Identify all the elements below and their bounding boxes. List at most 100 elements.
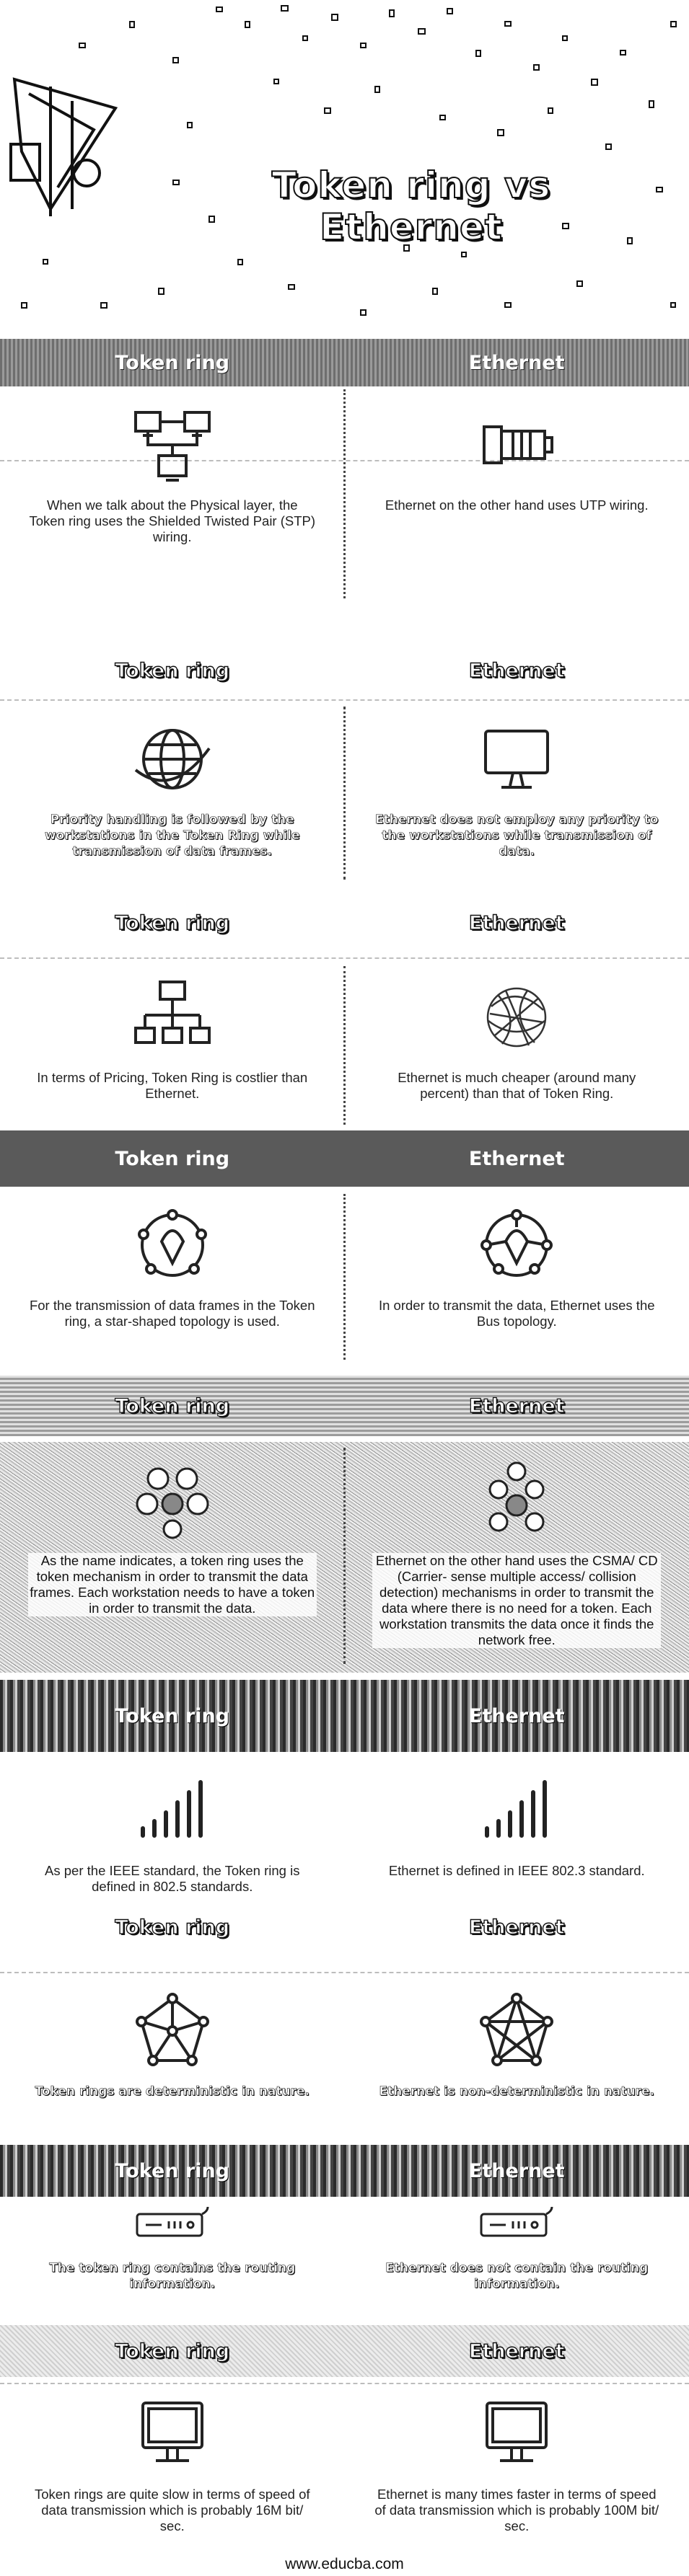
ethernet-column: Ethernet on the other hand uses the CSMA… <box>345 1442 689 1673</box>
token-ring-description: As the name indicates, a token ring uses… <box>27 1553 317 1616</box>
comparison-section-1: Token ring Ethernet When we talk about t… <box>0 339 689 656</box>
column-divider <box>343 389 346 598</box>
section-body: When we talk about the Physical layer, t… <box>0 386 689 603</box>
header-ethernet: Ethernet <box>468 1704 565 1727</box>
token-ring-column: Token rings are deterministic in nature. <box>0 1973 345 2138</box>
comparison-section-8: Token ring Ethernet The token ring conta… <box>0 2145 689 2325</box>
comparison-section-4: Token ring Ethernet For the transmission… <box>0 1130 689 1376</box>
section-body: The token ring contains the routing info… <box>0 2197 689 2312</box>
hierarchy-icon <box>133 978 212 1057</box>
comparison-section-6: Token ring Ethernet As per the IEEE stan… <box>0 1680 689 1896</box>
router-icon <box>477 2204 556 2247</box>
desktop-icon <box>133 2394 212 2474</box>
section-header: Token ring Ethernet <box>0 1903 689 1951</box>
token-ring-column: As per the IEEE standard, the Token ring… <box>0 1752 345 1896</box>
column-divider <box>343 707 346 880</box>
monitor-icon <box>477 720 556 799</box>
section-body: As the name indicates, a token ring uses… <box>0 1442 689 1673</box>
section-header: Token ring Ethernet <box>0 2145 689 2197</box>
token-ring-description: When we talk about the Physical layer, t… <box>29 497 316 544</box>
token-ring-description: As per the IEEE standard, the Token ring… <box>45 1863 300 1894</box>
ethernet-description: Ethernet is many times faster in terms o… <box>374 2487 659 2533</box>
ethernet-description: Ethernet is defined in IEEE 802.3 standa… <box>388 1863 645 1878</box>
token-ring-description: The token ring contains the routing info… <box>49 2261 296 2292</box>
hero-title-line-1: Token ring vs <box>271 164 551 207</box>
section-body: Token rings are deterministic in nature.… <box>0 1973 689 2138</box>
ethernet-description: Ethernet does not employ any priority to… <box>375 813 659 859</box>
section-body: Token rings are quite slow in terms of s… <box>0 2384 689 2550</box>
section-body: In terms of Pricing, Token Ring is costl… <box>0 959 689 1132</box>
ring-topology-icon <box>133 1205 212 1285</box>
header-ethernet: Ethernet <box>468 351 565 374</box>
footer-site-link[interactable]: www.educba.com <box>0 2552 689 2576</box>
token-ring-description: Token rings are deterministic in nature. <box>35 2084 310 2099</box>
section-header: Token ring Ethernet <box>0 1130 689 1187</box>
header-ethernet: Ethernet <box>468 911 565 934</box>
header-token-ring: Token ring <box>115 911 230 934</box>
header-ethernet: Ethernet <box>468 1394 565 1417</box>
hero-title: Token ring vs Ethernet <box>260 164 563 249</box>
ethernet-connector-icon <box>477 405 556 484</box>
ethernet-column: Ethernet is non-deterministic in nature. <box>345 1973 689 2138</box>
section-header: Token ring Ethernet <box>0 339 689 386</box>
token-ring-description: Priority handling is followed by the wor… <box>44 813 300 859</box>
section-divider-line <box>0 957 689 959</box>
ethernet-description: Ethernet is much cheaper (around many pe… <box>398 1070 636 1101</box>
header-token-ring: Token ring <box>115 351 230 374</box>
ethernet-description: Ethernet on the other hand uses UTP wiri… <box>385 497 649 513</box>
header-ethernet: Ethernet <box>468 659 565 682</box>
ethernet-column: Ethernet is much cheaper (around many pe… <box>345 959 689 1132</box>
token-ring-column: The token ring contains the routing info… <box>0 2197 345 2312</box>
mesh-sphere-icon <box>477 978 556 1057</box>
section-divider-line <box>0 1972 689 1973</box>
token-ring-description: For the transmission of data frames in t… <box>29 1298 315 1329</box>
header-ethernet: Ethernet <box>468 2340 565 2363</box>
ethernet-description: Ethernet on the other hand uses the CSMA… <box>372 1553 662 1648</box>
section-header: Token ring Ethernet <box>0 901 689 944</box>
ethernet-column: Ethernet is defined in IEEE 802.3 standa… <box>345 1752 689 1896</box>
section-body: As per the IEEE standard, the Token ring… <box>0 1752 689 1896</box>
token-ring-column: As the name indicates, a token ring uses… <box>0 1442 345 1673</box>
section-divider-line <box>0 699 689 701</box>
signal-bars-icon <box>477 1771 556 1850</box>
bus-topology-icon <box>477 1205 556 1285</box>
token-ring-description: In terms of Pricing, Token Ring is costl… <box>37 1070 308 1101</box>
hero-network-sketch <box>9 77 118 216</box>
column-divider <box>343 1448 346 1664</box>
header-token-ring: Token ring <box>115 1704 230 1727</box>
globe-icon <box>133 720 212 799</box>
token-ring-description: Token rings are quite slow in terms of s… <box>35 2487 310 2533</box>
desktop-icon <box>477 2394 556 2474</box>
comparison-section-3: Token ring Ethernet In terms of Pricing,… <box>0 901 689 1132</box>
token-nodes-icon <box>133 1461 212 1540</box>
ethernet-description: Ethernet does not contain the routing in… <box>385 2261 649 2292</box>
network-graph-icon <box>133 1991 212 2071</box>
csma-nodes-icon <box>477 1461 556 1540</box>
ethernet-column: In order to transmit the data, Ethernet … <box>345 1187 689 1371</box>
router-icon <box>133 2204 212 2247</box>
header-token-ring: Token ring <box>115 1394 230 1417</box>
header-token-ring: Token ring <box>115 1916 230 1939</box>
hero-noise-pattern <box>21 5 677 316</box>
header-ethernet: Ethernet <box>468 2159 565 2182</box>
comparison-section-7: Token ring Ethernet Token rings are dete… <box>0 1903 689 2141</box>
header-token-ring: Token ring <box>115 1147 230 1170</box>
header-token-ring: Token ring <box>115 2340 230 2363</box>
header-token-ring: Token ring <box>115 2159 230 2182</box>
header-ethernet: Ethernet <box>468 1916 565 1939</box>
hero-banner: Token ring vs Ethernet <box>0 0 689 339</box>
section-header: Token ring Ethernet <box>0 649 689 692</box>
comparison-section-9: Token ring Ethernet Token rings are quit… <box>0 2325 689 2552</box>
token-ring-column: When we talk about the Physical layer, t… <box>0 386 345 603</box>
signal-bars-icon <box>133 1771 212 1850</box>
comparison-section-5: Token ring Ethernet As the name indicate… <box>0 1376 689 1678</box>
ethernet-description: Ethernet is non-deterministic in nature. <box>379 2084 655 2099</box>
section-header: Token ring Ethernet <box>0 2325 689 2377</box>
ethernet-column: Ethernet on the other hand uses UTP wiri… <box>345 386 689 603</box>
ethernet-column: Ethernet does not contain the routing in… <box>345 2197 689 2312</box>
ethernet-description: In order to transmit the data, Ethernet … <box>378 1298 655 1329</box>
section-header: Token ring Ethernet <box>0 1376 689 1436</box>
header-token-ring: Token ring <box>115 659 230 682</box>
header-ethernet: Ethernet <box>468 1147 565 1170</box>
